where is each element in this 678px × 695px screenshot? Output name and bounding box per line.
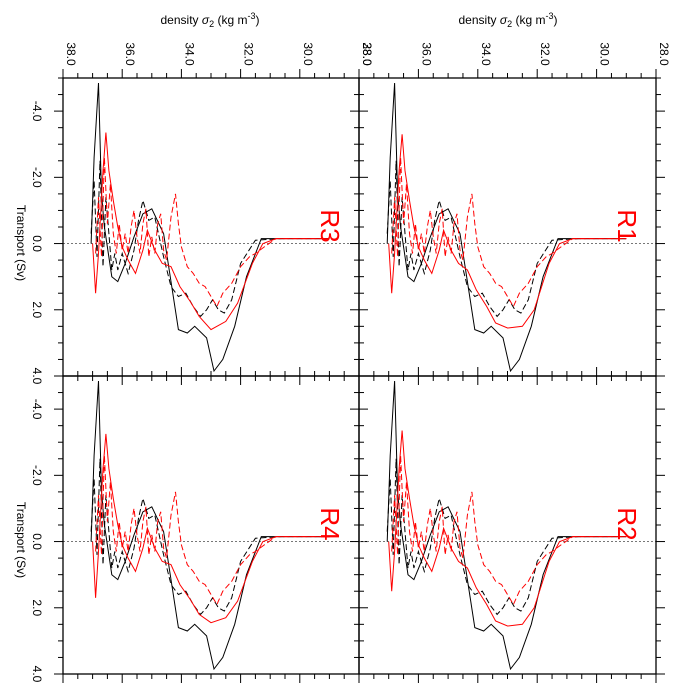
panel-label: R4 bbox=[315, 507, 345, 540]
panel-label: R2 bbox=[612, 507, 642, 540]
x-tick-label: 38.0 bbox=[360, 42, 374, 66]
series-line-red-dashed bbox=[391, 157, 627, 308]
x-tick-label: 28.0 bbox=[657, 42, 671, 66]
series-group bbox=[386, 380, 627, 671]
x-tick-label: 28.0 bbox=[360, 42, 374, 66]
panel-R4: -4.0 -2.0 0.0 2.0 4.0 R4 bbox=[30, 367, 368, 683]
top-axis-label-right: density σ2 (kg m-3) bbox=[459, 11, 558, 29]
y-tick-label: 2.0 bbox=[30, 599, 44, 616]
x-tick-label: 34.0 bbox=[182, 42, 196, 66]
x-tick-label: 32.0 bbox=[242, 42, 256, 66]
x-tick-label: 30.0 bbox=[301, 42, 315, 66]
y-tick-label: -2.0 bbox=[30, 465, 44, 486]
series-line-red-dashed bbox=[95, 157, 330, 308]
panel-R3: 38.0 36.0 34.0 32.0 30.0 28.0 -4.0 -2.0 0.0 2.0 4.… bbox=[30, 42, 374, 385]
y-tick-label: 0.0 bbox=[30, 235, 44, 252]
y-tick-label: 4.0 bbox=[30, 368, 44, 385]
panel-frame bbox=[62, 77, 360, 377]
panel-frame bbox=[358, 375, 657, 675]
panel-frame bbox=[62, 375, 360, 675]
series-group bbox=[90, 82, 330, 373]
y-tick-label: 0.0 bbox=[30, 533, 44, 550]
series-line-red-solid bbox=[388, 430, 627, 627]
panel-R2: R2 bbox=[350, 367, 665, 683]
panel-R1: 38.0 36.0 34.0 32.0 30.0 28.0 R1 bbox=[350, 42, 671, 385]
top-axis-label-left: density σ2 (kg m-3) bbox=[161, 11, 260, 29]
x-tick-label: 36.0 bbox=[419, 42, 433, 66]
x-tick-label: 38.0 bbox=[64, 42, 78, 66]
panel-label: R3 bbox=[315, 209, 345, 242]
series-line-black-solid bbox=[386, 82, 627, 373]
y-tick-label: -4.0 bbox=[30, 399, 44, 420]
x-tick-label: 36.0 bbox=[123, 42, 137, 66]
x-tick-label: 34.0 bbox=[479, 42, 493, 66]
y-tick-label: 4.0 bbox=[30, 666, 44, 683]
series-line-red-solid bbox=[388, 134, 627, 329]
series-line-black-solid bbox=[90, 380, 330, 671]
y-tick-label: -4.0 bbox=[30, 101, 44, 122]
series-line-black-solid bbox=[90, 82, 330, 373]
x-tick-label: 30.0 bbox=[598, 42, 612, 66]
series-line-red-dashed bbox=[391, 455, 627, 606]
x-tick-label: 32.0 bbox=[538, 42, 552, 66]
y-tick-label: 2.0 bbox=[30, 301, 44, 318]
series-group bbox=[386, 82, 627, 373]
series-line-red-solid bbox=[92, 433, 330, 624]
panel-frame bbox=[358, 77, 657, 377]
series-line-red-solid bbox=[92, 132, 330, 331]
y-axis-label-top: Transport (Sv) bbox=[14, 205, 28, 281]
series-group bbox=[90, 380, 330, 671]
series-line-red-dashed bbox=[95, 455, 330, 606]
y-axis-label-bottom: Transport (Sv) bbox=[14, 502, 28, 578]
series-line-black-solid bbox=[386, 380, 627, 671]
y-tick-label: -2.0 bbox=[30, 167, 44, 188]
panel-label: R1 bbox=[612, 209, 642, 242]
